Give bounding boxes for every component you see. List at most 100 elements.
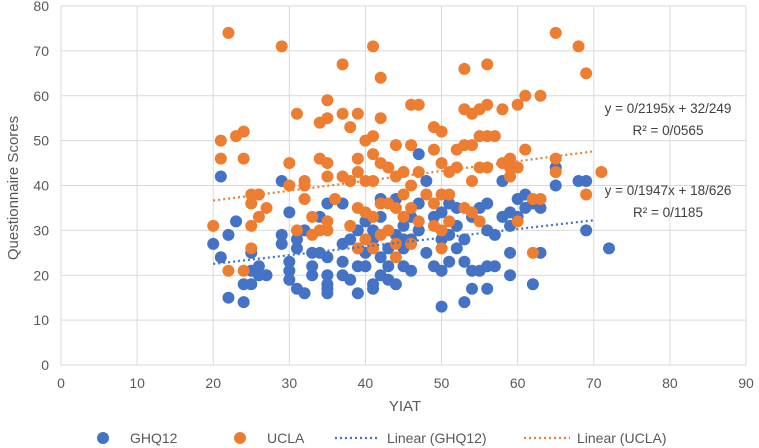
ucla-point	[351, 107, 364, 120]
ghq12-point	[443, 255, 456, 268]
ucla-point	[367, 130, 380, 143]
ucla-point	[496, 103, 509, 116]
ucla-point	[344, 219, 357, 232]
legend-ucla-label: UCLA	[267, 430, 305, 446]
ucla-point	[435, 125, 448, 138]
ucla-point	[367, 242, 380, 255]
legend-ghq12-label: GHQ12	[130, 430, 178, 446]
ucla-point	[252, 210, 265, 223]
y-tick-label: 40	[33, 178, 49, 194]
ucla-point	[351, 166, 364, 179]
y-tick-label: 20	[33, 267, 49, 283]
ucla-point	[389, 251, 402, 264]
ucla-point	[321, 94, 334, 107]
ghq12-point	[283, 273, 296, 286]
ucla-point	[572, 40, 585, 53]
ucla-point	[595, 166, 608, 179]
ucla-point	[526, 246, 539, 259]
ucla-point	[374, 71, 387, 84]
ghq12-point	[351, 287, 364, 300]
ucla-point	[214, 134, 227, 147]
ucla-point	[427, 197, 440, 210]
ucla-point	[329, 192, 341, 205]
ghq12-point	[580, 175, 593, 188]
ucla-point	[534, 192, 547, 205]
ghq12-point	[222, 291, 235, 304]
ghq12-point	[290, 242, 303, 255]
ghq12-point	[283, 264, 296, 277]
ghq12-point	[603, 242, 615, 255]
ucla-point	[397, 188, 410, 201]
ucla-point	[321, 157, 334, 170]
ucla-point	[207, 219, 220, 232]
x-tick-label: 0	[57, 375, 65, 391]
ghq12-point	[336, 255, 349, 268]
ghq12-point	[466, 282, 478, 295]
y-tick-label: 80	[33, 0, 49, 14]
x-tick-label: 50	[434, 375, 450, 391]
ghq12-point	[389, 278, 402, 291]
ghq12-point	[230, 215, 243, 228]
ghq12-point	[283, 206, 296, 219]
ucla-point	[443, 215, 456, 228]
ghq12-point	[382, 260, 395, 273]
ghq12-point	[458, 296, 471, 309]
y-tick-label: 70	[33, 43, 49, 59]
x-tick-label: 90	[738, 375, 754, 391]
ucla-point	[245, 242, 258, 255]
ucla-point	[473, 215, 486, 228]
ucla-point	[275, 40, 288, 53]
ucla-point	[367, 210, 380, 223]
ucla-point	[321, 112, 334, 125]
ghq12-point	[245, 278, 258, 291]
ucla-point	[405, 201, 418, 214]
ucla-point	[488, 130, 501, 143]
ghq12-point	[321, 287, 334, 300]
legend-linear-ghq12-label: Linear (GHQ12)	[387, 430, 487, 446]
ucla-point	[283, 179, 296, 192]
ucla-trend-r2: R² = 0/0565	[633, 123, 704, 138]
ghq12-point	[435, 206, 448, 219]
ucla-point	[389, 139, 402, 152]
x-tick-label: 10	[129, 375, 145, 391]
ucla-point	[222, 264, 235, 277]
legend-ucla-marker	[234, 432, 246, 444]
ghq12-point	[237, 296, 250, 309]
x-axis-title: YIAT	[389, 398, 421, 415]
ucla-point	[466, 206, 478, 219]
ucla-point	[458, 62, 471, 75]
ucla-point	[466, 175, 478, 188]
ghq12-point	[214, 170, 227, 183]
legend: GHQ12 UCLA Linear (GHQ12) Linear (UCLA)	[97, 430, 666, 446]
ucla-point	[435, 242, 448, 255]
ucla-point	[397, 166, 410, 179]
ghq12-point	[260, 269, 273, 282]
x-tick-label: 60	[510, 375, 526, 391]
y-tick-label: 10	[33, 312, 49, 328]
ucla-point	[481, 161, 494, 174]
ucla-point	[466, 139, 478, 152]
ucla-point	[549, 152, 562, 165]
ucla-point	[237, 152, 250, 165]
ghq12-point	[222, 228, 235, 241]
ghq12-point	[252, 260, 265, 273]
ucla-point	[260, 201, 273, 214]
ucla-point	[321, 215, 334, 228]
ucla-point	[237, 125, 250, 138]
ucla-point	[367, 40, 380, 53]
ucla-point	[420, 188, 433, 201]
ghq12-point	[321, 278, 334, 291]
legend-linear-ucla-label: Linear (UCLA)	[577, 430, 666, 446]
y-axis-ticks: 0 10 20 30 40 50 60 70 80	[33, 0, 49, 373]
ucla-point	[549, 166, 562, 179]
ghq12-point	[488, 260, 501, 273]
x-tick-label: 70	[586, 375, 602, 391]
ghq12-point	[306, 269, 319, 282]
y-tick-label: 0	[41, 357, 49, 373]
ucla-point	[427, 143, 440, 156]
ucla-point	[534, 89, 547, 102]
ucla-point	[412, 166, 425, 179]
ucla-point	[511, 215, 524, 228]
x-tick-label: 30	[282, 375, 298, 391]
ghq12-point	[321, 251, 334, 264]
